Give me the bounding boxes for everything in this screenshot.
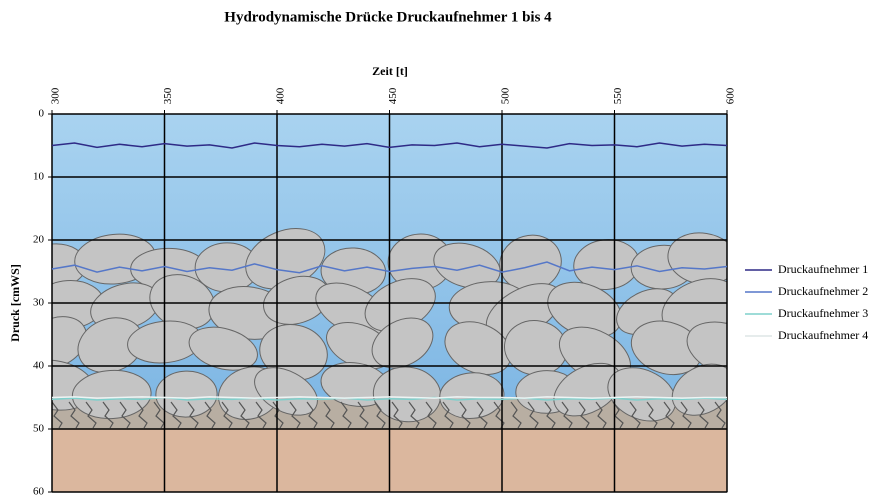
y-tick-label: 20	[33, 234, 45, 246]
y-tick-label: 50	[33, 423, 45, 435]
x-tick-label: 350	[162, 87, 174, 104]
chart: Hydrodynamische Drücke Druckaufnehmer 1 …	[0, 0, 885, 497]
y-tick-label: 10	[33, 171, 45, 183]
legend-label: Druckaufnehmer 1	[778, 262, 868, 276]
legend-label: Druckaufnehmer 3	[778, 306, 868, 320]
legend-label: Druckaufnehmer 2	[778, 284, 868, 298]
x-tick-label: 550	[612, 87, 624, 104]
legend-label: Druckaufnehmer 4	[778, 328, 868, 342]
x-axis-title: Zeit [t]	[372, 64, 408, 78]
y-axis-title: Druck [cmWS]	[8, 264, 22, 342]
x-tick-label: 600	[725, 87, 737, 104]
x-tick-label: 500	[500, 87, 512, 104]
y-tick-label: 60	[33, 486, 45, 497]
y-tick-label: 40	[33, 360, 45, 372]
x-tick-label: 450	[387, 87, 399, 104]
y-tick-label: 0	[39, 108, 45, 120]
x-tick-label: 400	[275, 87, 287, 104]
x-tick-label: 300	[50, 87, 62, 104]
y-tick-label: 30	[33, 297, 45, 309]
chart-title: Hydrodynamische Drücke Druckaufnehmer 1 …	[224, 9, 552, 25]
